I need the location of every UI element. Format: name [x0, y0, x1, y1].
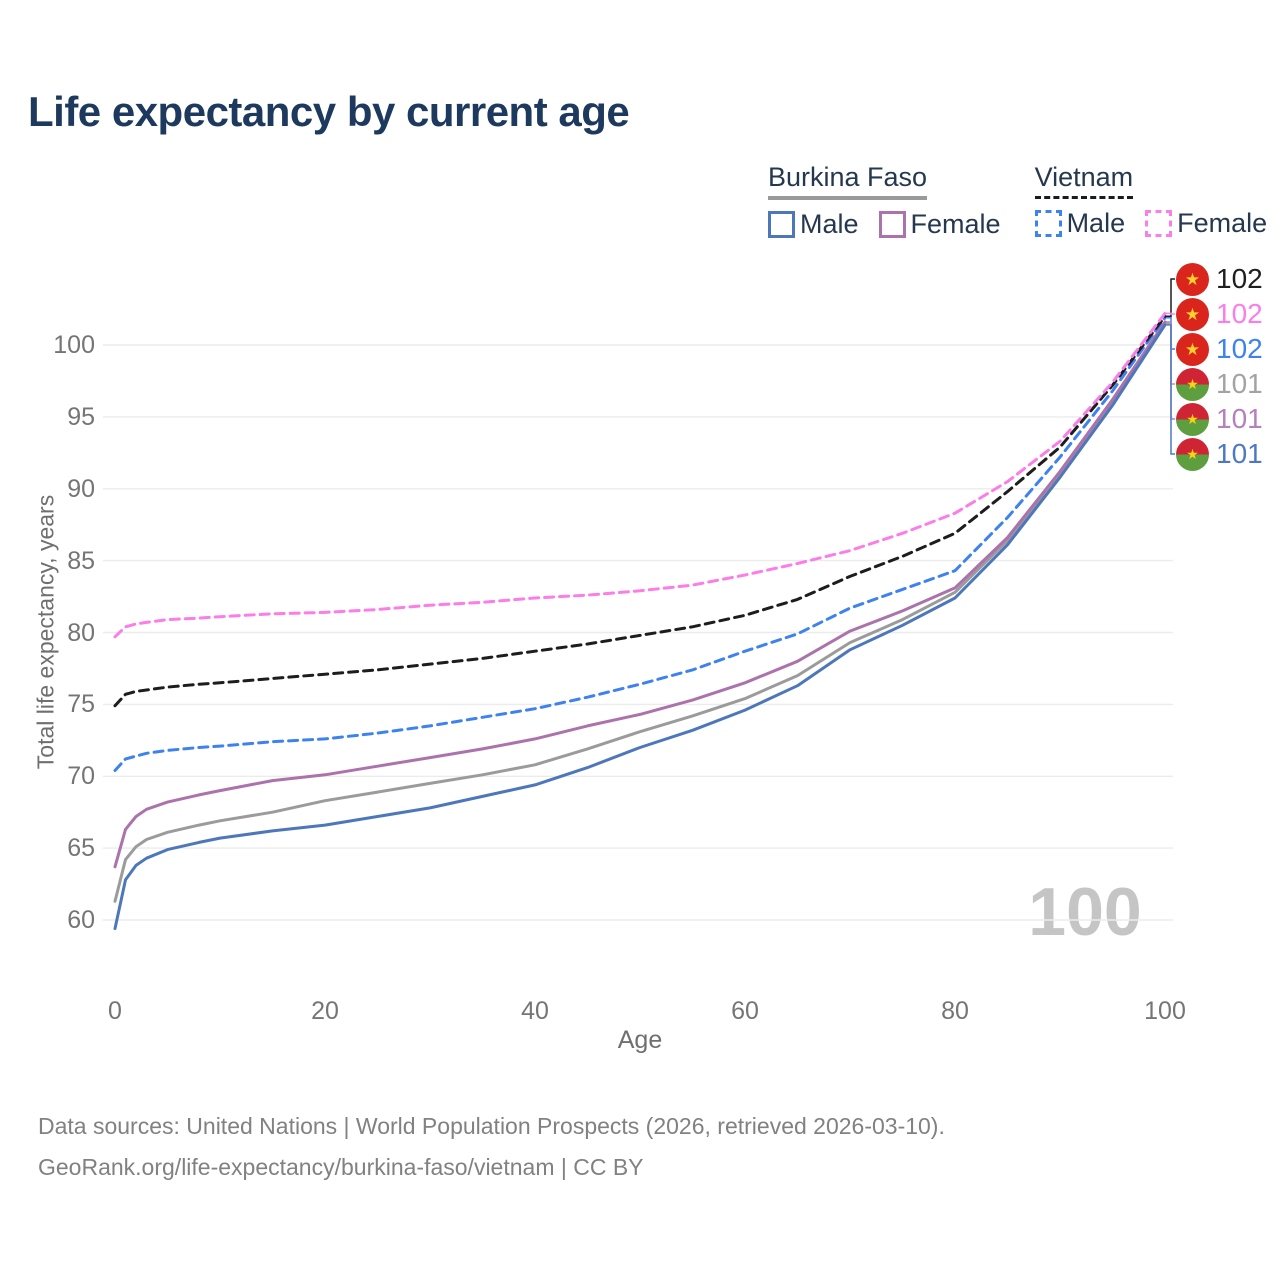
- legend-swatch-vietnam-female: [1145, 210, 1173, 237]
- star-icon: ★: [1184, 304, 1201, 324]
- y-tick-label: 95: [67, 402, 95, 431]
- y-tick-label: 85: [67, 546, 95, 575]
- end-label-value: 101: [1216, 438, 1263, 469]
- legend-header-burkina-faso[interactable]: Burkina Faso: [768, 162, 928, 200]
- series-line-vietnam-male[interactable]: [113, 316, 1167, 772]
- x-tick-label: 40: [521, 997, 549, 1025]
- legend-item-burkina-faso-female[interactable]: Female: [878, 209, 1001, 240]
- x-tick-label: 20: [311, 997, 339, 1025]
- y-tick-label: 60: [67, 906, 95, 934]
- legend-item-burkina-faso-male[interactable]: Male: [768, 209, 859, 240]
- end-label-value: 102: [1216, 263, 1263, 294]
- star-icon: ★: [1186, 446, 1199, 462]
- legend-item-label: Male: [800, 209, 859, 239]
- y-tick-label: 90: [67, 474, 95, 503]
- star-icon: ★: [1186, 376, 1199, 392]
- end-label: ★ 102: [1176, 332, 1263, 366]
- legend-item-label: Female: [910, 209, 1001, 239]
- legend-items-vietnam: Male Female: [1034, 208, 1267, 239]
- y-tick-label: 65: [67, 834, 95, 863]
- legend-group-vietnam: Vietnam Male Female: [1034, 162, 1267, 240]
- star-icon: ★: [1184, 269, 1201, 289]
- legend-swatch-burkina-faso-female: [878, 211, 906, 238]
- y-tick-label: 80: [67, 618, 95, 647]
- end-label: ★ 102: [1176, 297, 1263, 331]
- legend-swatch-burkina-faso-male: [768, 211, 795, 238]
- end-label: ★ 101: [1176, 437, 1263, 471]
- flag-icon-vietnam: ★: [1176, 262, 1209, 296]
- flag-icon-vietnam: ★: [1176, 332, 1209, 366]
- watermark-value: 100: [1028, 874, 1142, 950]
- series-line-burkina-faso-total[interactable]: [113, 321, 1167, 903]
- x-tick-label: 0: [108, 997, 122, 1025]
- legend-item-label: Female: [1177, 208, 1268, 238]
- legend-items-burkina-faso: Male Female: [768, 209, 1001, 240]
- legend-group-burkina-faso: Burkina Faso Male Female: [768, 162, 1001, 240]
- x-tick-label: 60: [731, 997, 759, 1025]
- end-label-value: 102: [1216, 298, 1263, 329]
- end-label: ★ 102: [1176, 262, 1263, 296]
- end-label-value: 102: [1216, 333, 1263, 364]
- end-label-connector: [1166, 324, 1175, 455]
- flag-icon-vietnam: ★: [1176, 297, 1209, 331]
- legend: Burkina Faso Male Female Vietnam Male: [768, 162, 1267, 240]
- flag-icon-burkina-faso: ★: [1176, 402, 1209, 436]
- series-line-vietnam-total[interactable]: [113, 314, 1167, 708]
- legend-item-vietnam-male[interactable]: Male: [1034, 208, 1126, 239]
- footer: Data sources: United Nations | World Pop…: [38, 1106, 945, 1188]
- end-label: ★ 101: [1176, 402, 1263, 436]
- end-label: ★ 101: [1176, 367, 1263, 401]
- end-label-value: 101: [1216, 368, 1263, 399]
- end-label-connector: [1166, 278, 1175, 318]
- series-line-burkina-faso-female[interactable]: [113, 320, 1167, 869]
- flag-icon-burkina-faso: ★: [1176, 367, 1209, 401]
- y-tick-label: 75: [67, 690, 95, 719]
- legend-header-vietnam[interactable]: Vietnam: [1034, 162, 1134, 199]
- y-tick-label: 70: [67, 762, 95, 791]
- series-line-vietnam-female[interactable]: [113, 311, 1167, 639]
- flag-icon-burkina-faso: ★: [1176, 437, 1209, 471]
- series-line-burkina-faso-male[interactable]: [113, 323, 1167, 931]
- y-tick-label: 100: [53, 331, 95, 359]
- legend-item-vietnam-female[interactable]: Female: [1145, 208, 1267, 239]
- legend-swatch-vietnam-male: [1034, 210, 1062, 237]
- x-tick-label: 100: [1144, 997, 1186, 1025]
- end-label-value: 101: [1216, 403, 1263, 434]
- x-axis-title: Age: [617, 1026, 663, 1054]
- x-tick-label: 80: [941, 997, 969, 1025]
- end-label-connector: [1166, 312, 1175, 315]
- star-icon: ★: [1184, 339, 1201, 359]
- star-icon: ★: [1186, 411, 1199, 427]
- chart-title: Life expectancy by current age: [28, 88, 630, 135]
- data-sources-text: Data sources: United Nations | World Pop…: [38, 1113, 945, 1139]
- legend-item-label: Male: [1066, 208, 1126, 238]
- attribution-text: GeoRank.org/life-expectancy/burkina-faso…: [38, 1154, 644, 1180]
